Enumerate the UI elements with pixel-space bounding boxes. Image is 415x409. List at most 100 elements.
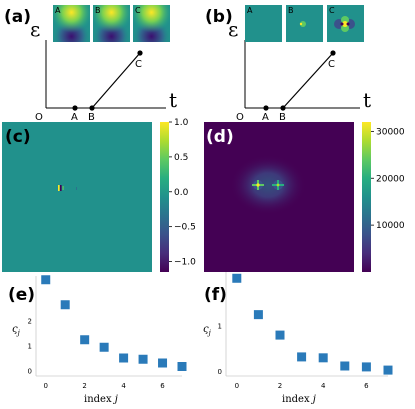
colorbar-tick-label: 20000 xyxy=(376,174,405,184)
panel-b-inset-a: A xyxy=(245,5,282,42)
panel-a-letter: (a) xyxy=(4,7,31,27)
panel-b-curve xyxy=(282,52,334,109)
scatter-point xyxy=(60,300,70,310)
panel-a-x-symbol: t xyxy=(169,88,177,112)
panel-a-point-a xyxy=(72,105,78,111)
panel-a-inset-c: C xyxy=(133,5,170,42)
panel-d-glow xyxy=(230,155,306,215)
panel-c-hotspot-mid xyxy=(62,186,64,190)
panel-a-label-b: B xyxy=(88,112,95,123)
panel-c-letter: (c) xyxy=(5,127,31,147)
scatter-point xyxy=(361,362,371,372)
panel-a-inset-c-letter: C xyxy=(135,6,141,15)
panel-b-label-a: A xyxy=(262,112,269,123)
colorbar-tick-label: 0.0 xyxy=(174,188,189,198)
panel-a-label-a: A xyxy=(71,112,78,123)
scatter-point xyxy=(99,342,109,352)
panel-a-inset-b-letter: B xyxy=(95,6,101,15)
panel-e-x-label: index j xyxy=(84,394,118,405)
scatter-point xyxy=(41,275,51,285)
colorbar-tick-label: 0.5 xyxy=(174,153,188,163)
panel-b: (b) ε t O A B C A B xyxy=(205,5,371,123)
scatter-point xyxy=(383,365,393,375)
panel-b-point-a xyxy=(263,105,269,111)
y-tick-label: 1 xyxy=(28,343,32,351)
y-tick-label: 2 xyxy=(28,318,32,326)
panel-c-hotspot-neg xyxy=(60,185,62,191)
panel-d: (d) 30000 20000 10000 xyxy=(204,122,405,272)
colorbar-tick-label: 1.0 xyxy=(174,118,189,128)
panel-f-letter: (f) xyxy=(204,285,227,305)
panel-b-inset-b-letter: B xyxy=(288,6,294,15)
x-tick-label: 4 xyxy=(121,382,126,390)
panel-e-ticks: 0 2 4 6 0 1 2 xyxy=(28,318,166,391)
scatter-point xyxy=(177,362,187,371)
panel-f-points xyxy=(232,273,393,375)
x-tick-label: 4 xyxy=(321,382,326,390)
scatter-point xyxy=(138,354,148,364)
panel-c-colorbar-ticks: 1.0 0.5 0.0 −0.5 −1.0 xyxy=(169,118,196,268)
panel-f-x-label: index j xyxy=(282,394,316,405)
panel-d-colorbar xyxy=(362,122,371,272)
panel-e: (e) 0 2 4 6 0 1 2 index j ςj xyxy=(8,275,187,405)
scatter-point xyxy=(253,310,263,320)
panel-b-label-b: B xyxy=(279,112,286,123)
panel-a: (a) ε t O A B C A B C xyxy=(4,5,177,123)
panel-e-y-label: ςj xyxy=(12,324,21,337)
panel-a-point-b xyxy=(89,105,95,111)
colorbar-tick-label: 10000 xyxy=(376,221,405,231)
panel-c-heatmap xyxy=(2,122,152,272)
x-tick-label: 6 xyxy=(364,382,369,390)
panel-a-inset-a-letter: A xyxy=(55,6,61,15)
panel-b-inset-a-letter: A xyxy=(247,6,253,15)
x-tick-label: 2 xyxy=(82,382,86,390)
x-tick-label: 6 xyxy=(160,382,165,390)
panel-b-inset-c-letter: C xyxy=(329,6,335,15)
panel-b-letter: (b) xyxy=(205,7,233,27)
panel-a-inset-a: A xyxy=(53,5,90,42)
panel-a-inset-b: B xyxy=(93,5,130,42)
colorbar-tick-label: −1.0 xyxy=(174,258,196,268)
scatter-point xyxy=(275,330,285,340)
panel-d-colorbar-ticks: 30000 20000 10000 xyxy=(371,127,405,231)
scatter-point xyxy=(158,358,168,368)
panel-c-hotspot-pos xyxy=(58,185,60,191)
colorbar-tick-label: −0.5 xyxy=(174,223,196,233)
panel-a-curve xyxy=(91,52,141,109)
x-tick-label: 0 xyxy=(43,382,47,390)
scatter-point xyxy=(297,352,307,362)
x-tick-label: 0 xyxy=(235,382,239,390)
y-tick-label: 1 xyxy=(218,323,222,331)
panel-e-points xyxy=(41,275,187,371)
y-tick-label: 0 xyxy=(218,368,222,376)
scatter-point xyxy=(80,335,90,345)
panel-f-ticks: 0 2 4 6 0 1 xyxy=(218,323,370,391)
panel-b-x-symbol: t xyxy=(363,88,371,112)
panel-d-hotspot-left xyxy=(252,180,264,190)
panel-b-inset-c: C xyxy=(327,5,364,42)
scatter-point xyxy=(340,361,350,371)
panel-f-y-label: ςj xyxy=(203,324,212,337)
panel-b-label-o: O xyxy=(236,112,244,123)
panel-f: (f) 0 2 4 6 0 1 index j ςj xyxy=(203,272,393,405)
panel-d-hotspot-right xyxy=(272,180,284,190)
colorbar-tick-label: 30000 xyxy=(376,127,405,137)
panel-c-hotspot-small xyxy=(76,187,77,190)
panel-c-colorbar xyxy=(160,122,169,272)
panel-a-y-symbol: ε xyxy=(30,17,40,41)
panel-e-letter: (e) xyxy=(8,285,35,305)
panel-a-label-c: C xyxy=(135,59,142,70)
panel-b-point-b xyxy=(280,105,286,111)
y-tick-label: 0 xyxy=(28,368,32,376)
panel-b-inset-b: B xyxy=(286,5,323,42)
x-tick-label: 2 xyxy=(278,382,282,390)
panel-b-label-c: C xyxy=(328,59,335,70)
panel-a-label-o: O xyxy=(35,112,43,123)
scatter-point xyxy=(232,273,242,283)
panel-b-point-c xyxy=(330,50,336,56)
scatter-point xyxy=(318,353,328,363)
panel-c: (c) 1.0 0.5 0.0 −0.5 −1.0 xyxy=(2,118,196,272)
scatter-point xyxy=(119,353,129,363)
panel-b-y-symbol: ε xyxy=(228,17,238,41)
